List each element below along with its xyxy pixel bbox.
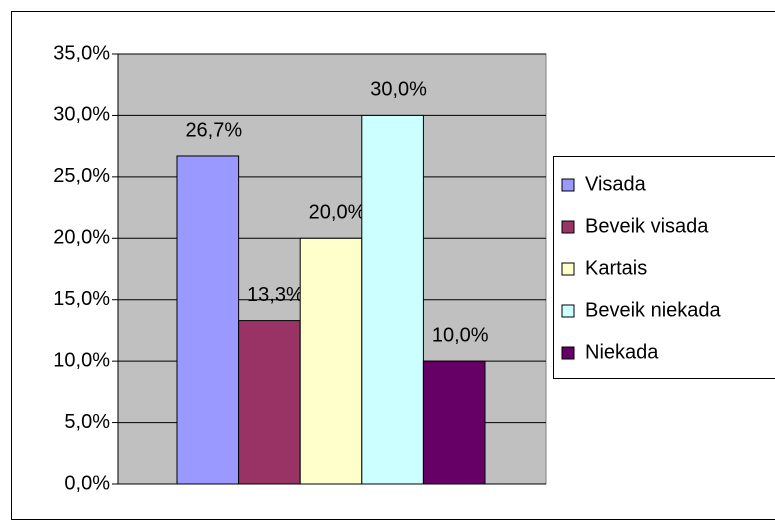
legend-swatch	[561, 178, 575, 192]
legend-box	[553, 156, 775, 379]
y-tick-label: 20,0%	[53, 227, 110, 249]
legend-label: Beveik niekada	[585, 299, 722, 321]
legend-label: Kartais	[585, 257, 647, 279]
value-label: 30,0%	[370, 79, 427, 101]
legend-label: Beveik visada	[585, 215, 709, 237]
value-label: 13,3%	[247, 284, 304, 306]
bar	[176, 155, 240, 485]
y-tick-label: 30,0%	[53, 104, 110, 126]
y-tick-label: 0,0%	[64, 472, 110, 494]
y-tick-label: 25,0%	[53, 165, 110, 187]
legend-swatch	[561, 304, 575, 318]
legend-label: Niekada	[585, 341, 659, 363]
value-label: 10,0%	[432, 324, 489, 346]
y-tick-label: 10,0%	[53, 349, 110, 371]
bar	[299, 237, 363, 485]
legend-swatch	[561, 220, 575, 234]
y-tick-label: 15,0%	[53, 288, 110, 310]
bar	[361, 114, 424, 485]
value-label: 20,0%	[309, 202, 366, 224]
value-label: 26,7%	[185, 119, 242, 141]
y-tick-label: 5,0%	[64, 411, 110, 433]
legend-label: Visada	[585, 173, 647, 195]
bar	[238, 320, 301, 485]
legend-swatch	[561, 262, 575, 276]
legend-swatch	[561, 346, 575, 360]
y-tick-label: 35,0%	[53, 42, 110, 64]
bar	[422, 360, 486, 485]
